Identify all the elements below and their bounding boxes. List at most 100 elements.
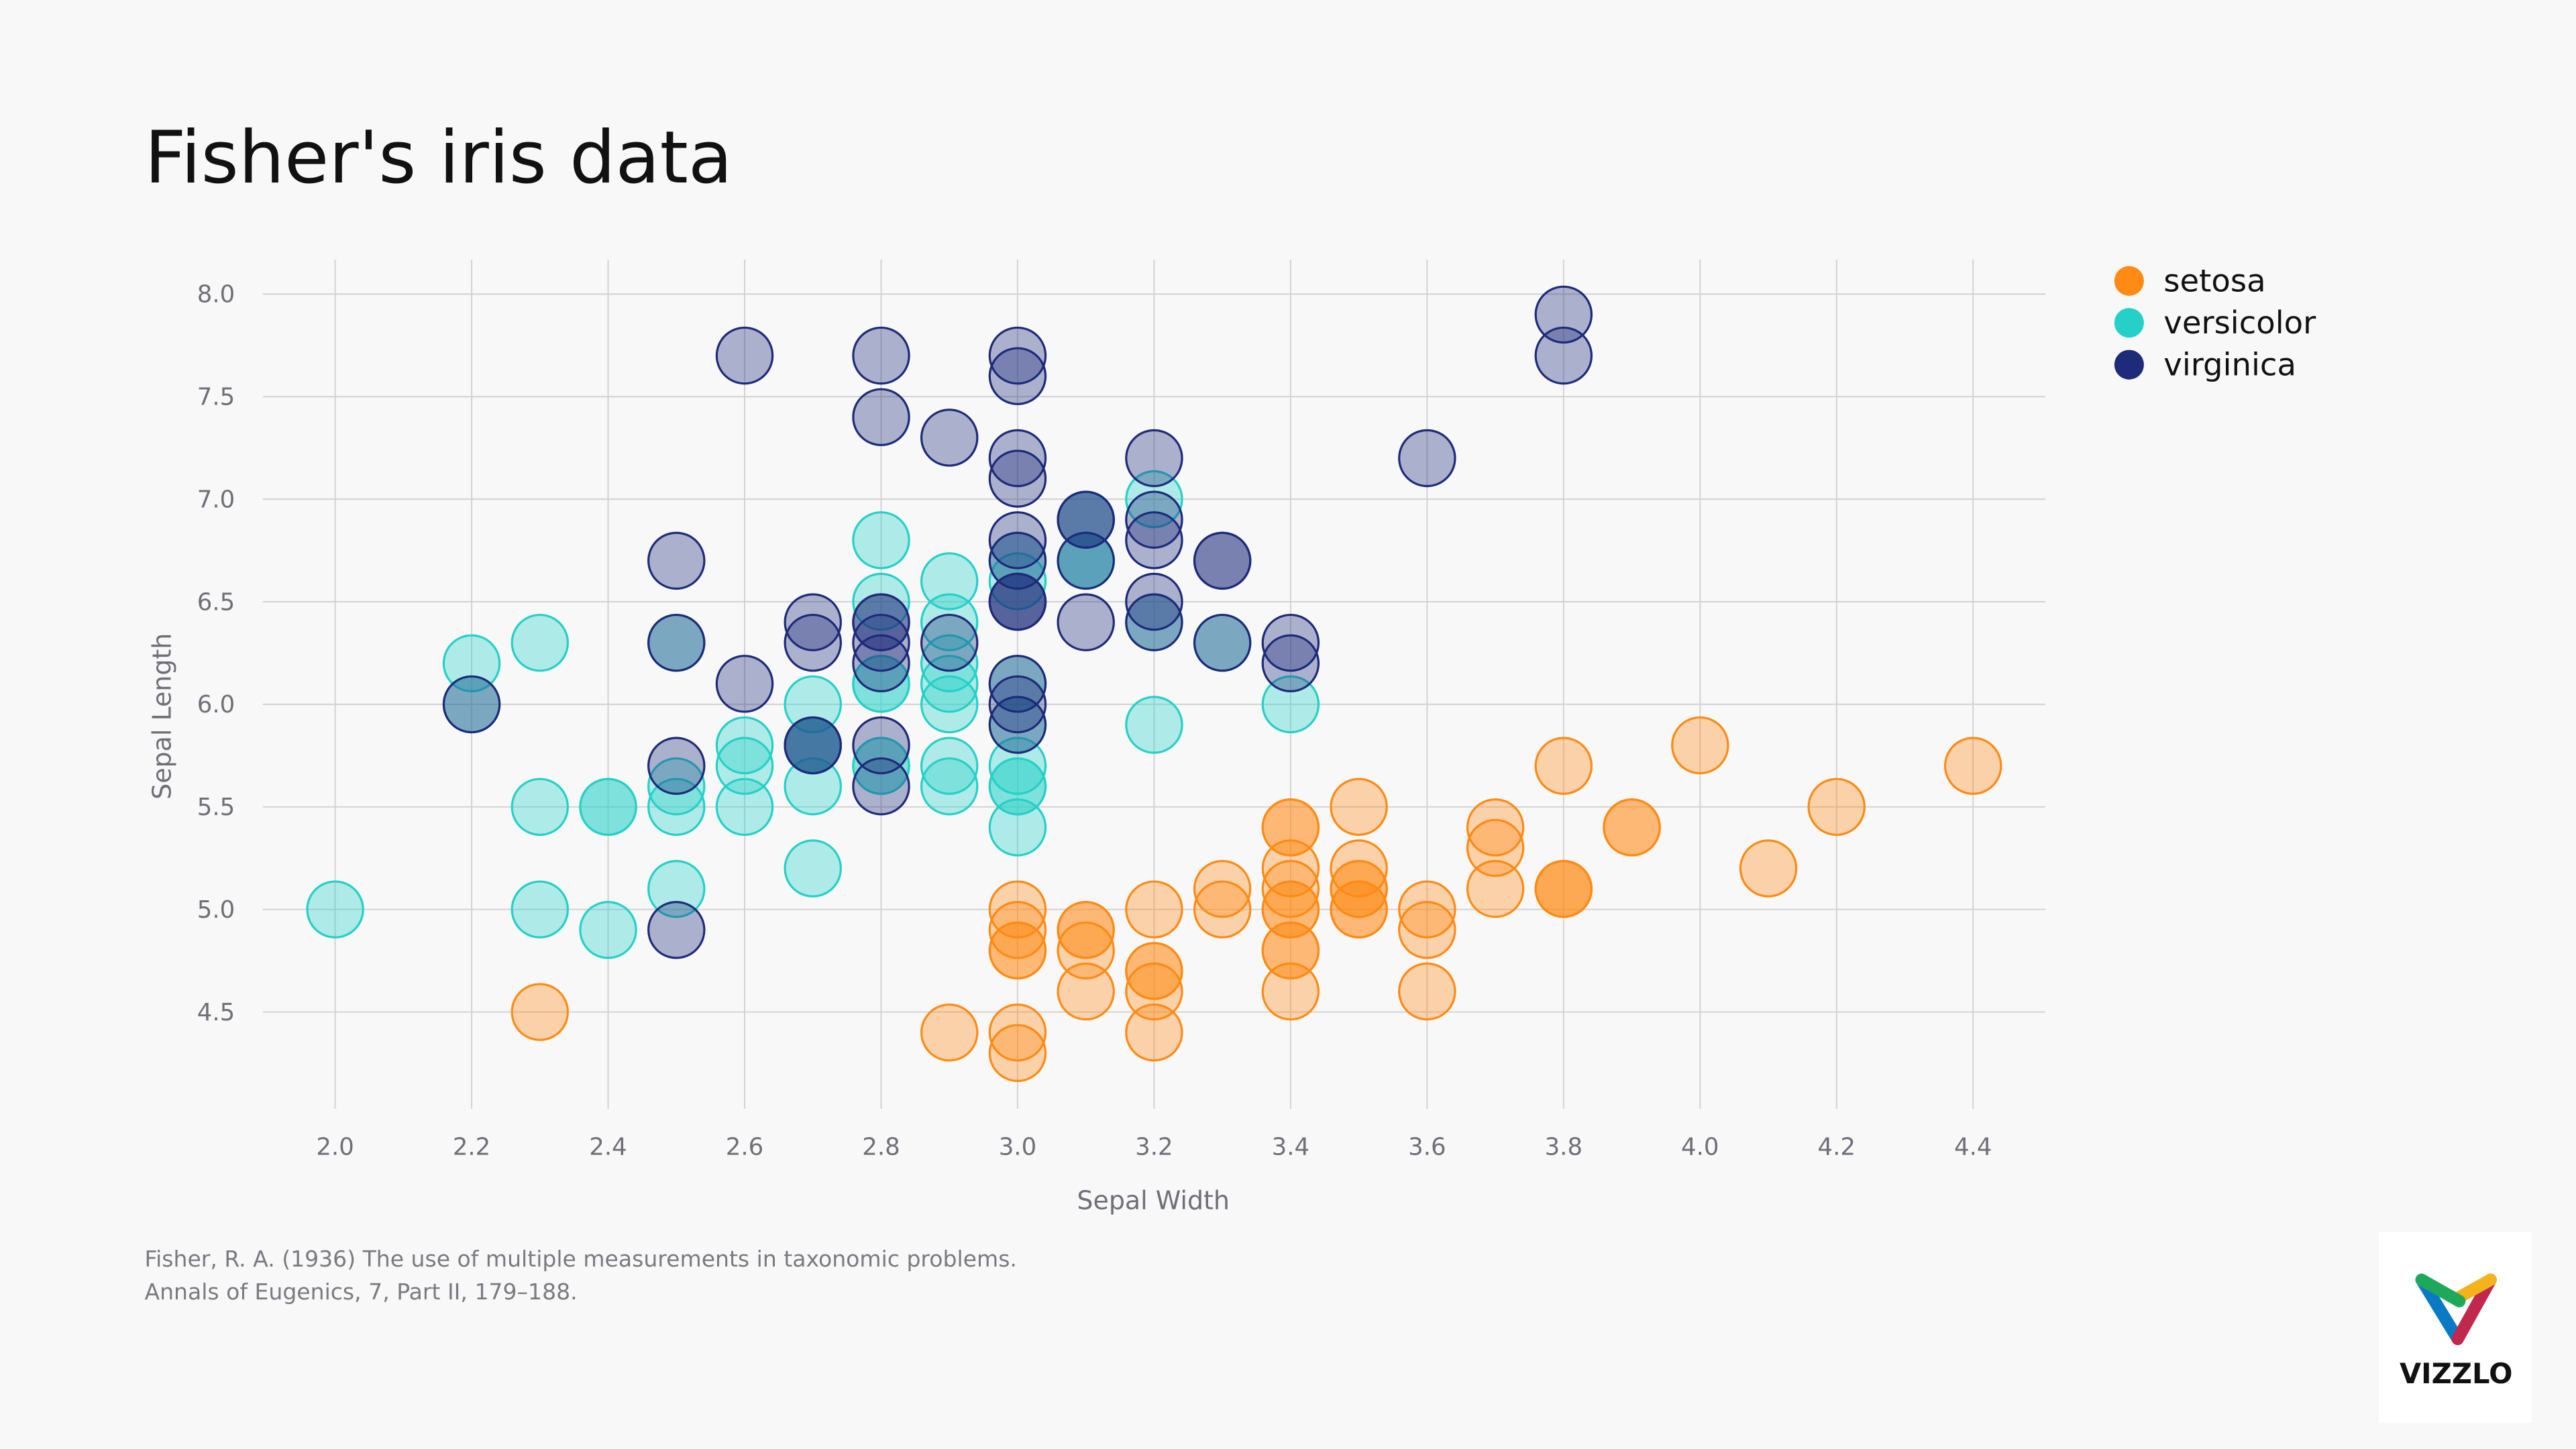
data-point-setosa bbox=[1057, 921, 1115, 980]
data-point-versicolor bbox=[1261, 675, 1320, 734]
x-axis-ticks: 2.0 2.2 2.4 2.6 2.8 3.0 3.2 3.4 3.6 3.8 4.0 4.2 4.4 bbox=[316, 1134, 1992, 1161]
data-point-versicolor bbox=[784, 839, 842, 898]
data-point-virginica bbox=[1057, 593, 1115, 651]
data-point-setosa bbox=[1057, 962, 1115, 1021]
data-point-virginica bbox=[1193, 613, 1252, 672]
legend-item-versicolor[interactable]: versicolor bbox=[2114, 305, 2316, 341]
x-tick-label: 4.4 bbox=[1954, 1134, 1992, 1161]
legend-swatch bbox=[2114, 350, 2144, 380]
data-point-virginica bbox=[852, 757, 910, 816]
data-point-virginica bbox=[988, 326, 1047, 385]
data-point-setosa bbox=[1466, 859, 1525, 918]
data-point-versicolor bbox=[442, 634, 501, 692]
series-virginica bbox=[442, 285, 1593, 959]
data-point-versicolor bbox=[715, 737, 774, 795]
data-point-virginica bbox=[442, 675, 501, 734]
data-point-versicolor bbox=[784, 675, 842, 734]
legend-item-virginica[interactable]: virginica bbox=[2114, 347, 2296, 383]
data-point-virginica bbox=[1057, 490, 1115, 549]
data-point-virginica bbox=[1125, 429, 1183, 488]
data-point-virginica bbox=[647, 531, 706, 590]
data-point-setosa bbox=[1261, 839, 1320, 898]
chart-title: Fisher's iris data bbox=[145, 116, 733, 200]
x-tick-label: 2.2 bbox=[453, 1134, 490, 1161]
legend-label: virginica bbox=[2163, 347, 2296, 383]
data-point-setosa bbox=[1125, 880, 1183, 938]
x-tick-label: 3.2 bbox=[1135, 1134, 1173, 1161]
data-point-versicolor bbox=[715, 777, 774, 837]
data-point-virginica bbox=[852, 326, 910, 385]
x-tick-label: 2.0 bbox=[316, 1134, 354, 1161]
data-point-setosa bbox=[920, 1003, 979, 1062]
data-point-setosa bbox=[1193, 859, 1252, 918]
data-point-virginica bbox=[1057, 531, 1115, 590]
y-tick-label: 6.0 bbox=[197, 691, 235, 718]
data-point-setosa bbox=[1398, 962, 1456, 1021]
data-point-virginica bbox=[852, 388, 910, 447]
data-point-versicolor bbox=[1125, 470, 1183, 529]
data-point-virginica bbox=[988, 429, 1047, 488]
data-point-setosa bbox=[1330, 859, 1388, 918]
vizzlo-logo[interactable]: VIZZLO bbox=[2379, 1232, 2532, 1423]
data-point-virginica bbox=[784, 593, 842, 651]
data-point-versicolor bbox=[988, 798, 1047, 857]
legend-label: versicolor bbox=[2163, 305, 2316, 341]
y-tick-label: 8.0 bbox=[197, 281, 235, 309]
data-point-virginica bbox=[988, 675, 1047, 734]
citation-line-2: Annals of Eugenics, 7, Part II, 179–188. bbox=[145, 1279, 578, 1305]
data-point-setosa bbox=[1125, 1003, 1183, 1062]
data-point-virginica bbox=[1125, 593, 1183, 651]
data-point-setosa bbox=[1671, 716, 1729, 775]
data-point-versicolor bbox=[988, 737, 1047, 795]
data-point-versicolor bbox=[511, 880, 570, 938]
data-point-versicolor bbox=[988, 552, 1047, 610]
x-tick-label: 3.6 bbox=[1408, 1134, 1446, 1161]
data-point-setosa bbox=[1398, 880, 1456, 938]
series-versicolor bbox=[306, 470, 1320, 959]
y-tick-label: 7.5 bbox=[197, 383, 235, 411]
data-point-virginica bbox=[784, 716, 842, 775]
data-point-virginica bbox=[784, 613, 842, 672]
data-point-virginica bbox=[715, 326, 774, 385]
data-point-virginica bbox=[647, 613, 706, 672]
data-point-versicolor bbox=[511, 613, 570, 672]
data-point-setosa bbox=[988, 880, 1047, 938]
y-tick-label: 4.5 bbox=[197, 999, 235, 1026]
data-point-versicolor bbox=[920, 634, 979, 692]
data-point-versicolor bbox=[647, 777, 706, 837]
legend-item-setosa[interactable]: setosa bbox=[2114, 263, 2266, 299]
data-point-setosa bbox=[1261, 921, 1320, 980]
data-point-virginica bbox=[647, 901, 706, 959]
y-axis-label: Sepal Length bbox=[148, 633, 177, 800]
data-point-versicolor bbox=[306, 880, 364, 938]
data-point-setosa bbox=[988, 901, 1047, 959]
x-axis-label: Sepal Width bbox=[1077, 1185, 1230, 1215]
data-point-setosa bbox=[1261, 859, 1320, 918]
citation-line-1: Fisher, R. A. (1936) The use of multiple… bbox=[145, 1246, 1017, 1272]
data-point-setosa bbox=[1330, 839, 1388, 898]
data-point-versicolor bbox=[920, 737, 979, 795]
data-point-versicolor bbox=[920, 655, 979, 713]
data-point-versicolor bbox=[920, 757, 979, 816]
data-point-virginica bbox=[1125, 572, 1183, 631]
x-tick-label: 3.4 bbox=[1272, 1134, 1309, 1161]
data-point-virginica bbox=[988, 511, 1047, 570]
data-point-setosa bbox=[1330, 880, 1388, 938]
data-point-virginica bbox=[715, 655, 774, 713]
x-tick-label: 2.8 bbox=[862, 1134, 900, 1161]
data-point-virginica bbox=[1125, 511, 1183, 570]
data-point-virginica bbox=[1261, 613, 1320, 672]
series-setosa bbox=[511, 716, 2002, 1082]
data-point-virginica bbox=[1534, 285, 1593, 344]
data-point-setosa bbox=[1330, 777, 1388, 837]
data-point-setosa bbox=[1466, 798, 1525, 857]
data-point-setosa bbox=[988, 1003, 1047, 1062]
data-point-virginica bbox=[988, 655, 1047, 713]
legend: setosa versicolor virginica bbox=[2114, 263, 2316, 383]
data-point-setosa bbox=[1603, 798, 1661, 857]
data-point-virginica bbox=[647, 737, 706, 795]
data-point-setosa bbox=[1466, 818, 1525, 877]
data-point-virginica bbox=[1398, 429, 1456, 488]
data-point-setosa bbox=[1739, 839, 1798, 898]
